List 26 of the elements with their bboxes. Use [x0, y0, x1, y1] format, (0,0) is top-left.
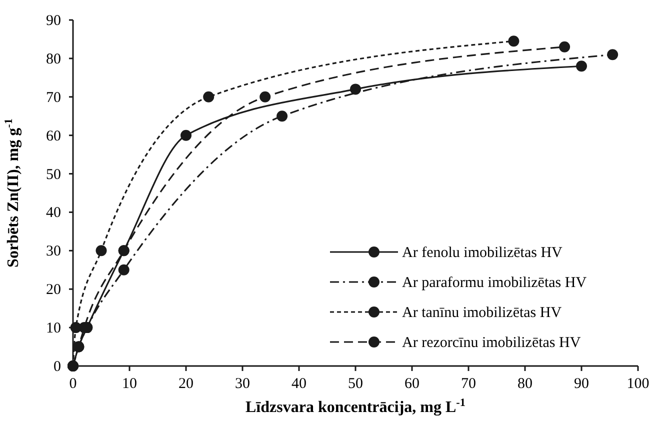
x-tick-label: 50 — [348, 376, 363, 392]
x-tick-label: 0 — [69, 376, 77, 392]
y-tick-label: 60 — [46, 128, 61, 144]
y-tick-label: 20 — [46, 282, 61, 298]
x-tick-label: 90 — [574, 376, 589, 392]
x-tick-label: 10 — [122, 376, 137, 392]
x-tick-label: 20 — [178, 376, 194, 392]
x-tick-label: 30 — [235, 376, 250, 392]
x-tick-label: 70 — [461, 376, 476, 392]
y-tick-label: 10 — [46, 320, 61, 337]
y-tick-label: 0 — [54, 359, 61, 375]
x-axis-title: Līdzsvara koncentrācija, mg L$^{-1}$ — [246, 397, 466, 416]
legend-label: Ar paraformu imobilizētas HV — [402, 275, 587, 291]
y-tick-label: 80 — [46, 51, 61, 68]
x-tick-label: 80 — [518, 376, 532, 392]
legend-label: Ar fenolu imobilizētas HV — [402, 245, 563, 261]
x-tick-label: 40 — [292, 376, 306, 392]
x-tick-label: 100 — [626, 376, 650, 392]
y-tick-label: 30 — [46, 244, 61, 260]
legend-label: Ar tanīnu imobilizētas HV — [402, 305, 562, 321]
x-tick-label: 60 — [404, 376, 420, 392]
y-tick-label: 50 — [46, 166, 61, 183]
y-tick-label: 90 — [46, 13, 61, 29]
y-tick-label: 40 — [46, 205, 61, 222]
legend-label: Ar rezorcīnu imobilizētas HV — [402, 335, 581, 351]
y-tick-label: 70 — [46, 90, 61, 106]
